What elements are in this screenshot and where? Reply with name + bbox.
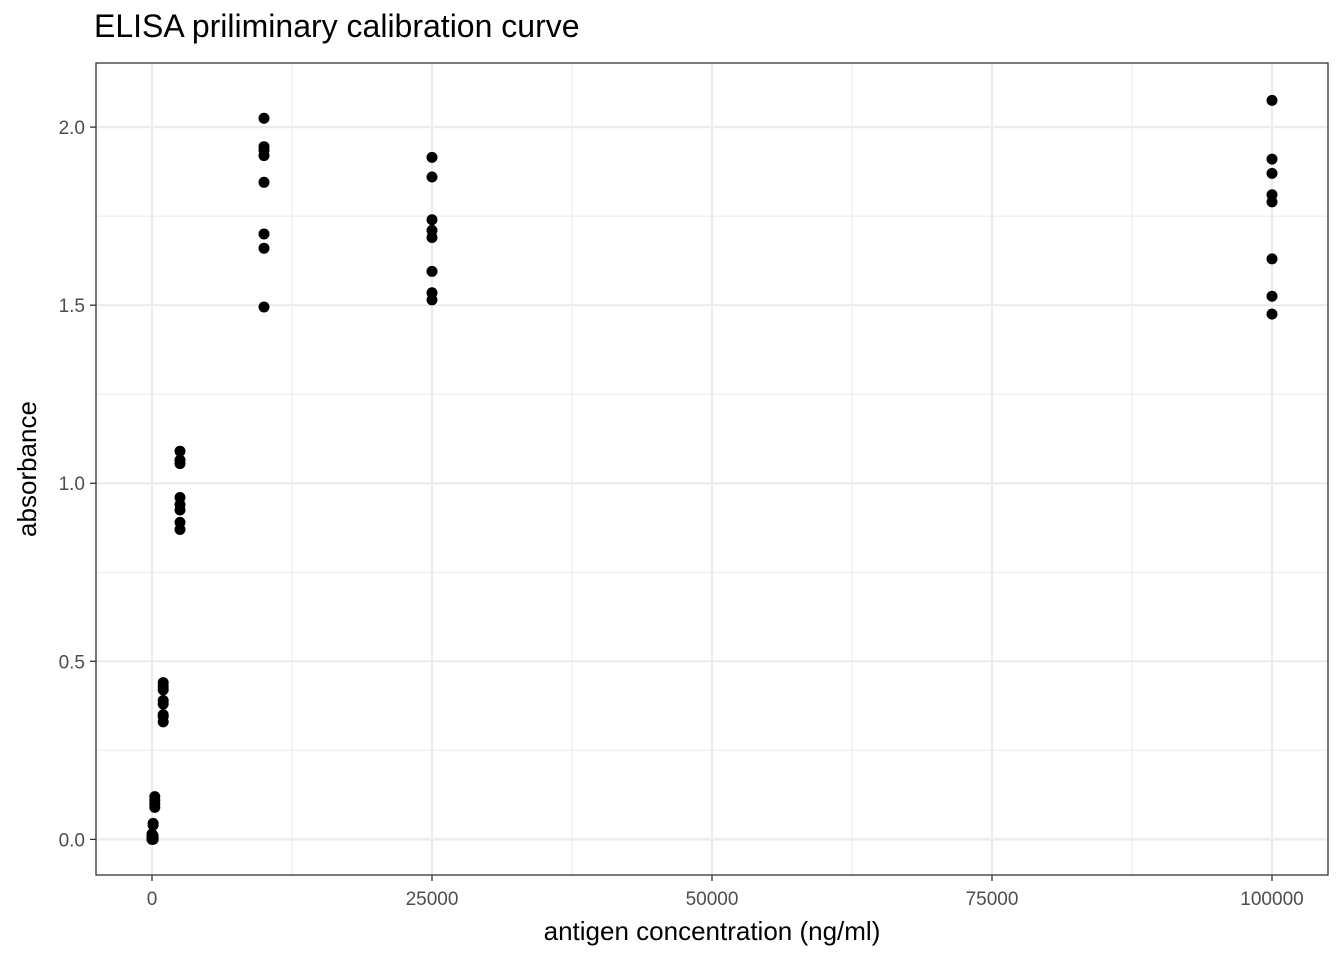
chart-title: ELISA priliminary calibration curve	[94, 8, 580, 44]
data-point	[174, 454, 186, 466]
data-point	[258, 228, 270, 240]
data-point	[1266, 167, 1278, 179]
data-point	[147, 817, 159, 829]
data-point	[1266, 308, 1278, 320]
data-point	[426, 151, 438, 163]
data-point	[258, 176, 270, 188]
x-axis-title: antigen concentration (ng/ml)	[544, 916, 881, 946]
data-point	[157, 677, 169, 689]
y-tick-label: 1.5	[59, 296, 85, 317]
y-tick-label: 0.0	[59, 830, 85, 851]
y-tick-label: 1.0	[59, 474, 85, 495]
data-point	[426, 265, 438, 277]
x-tick-label: 0	[147, 889, 158, 910]
data-point	[174, 445, 186, 457]
data-point	[1266, 253, 1278, 265]
data-point	[174, 491, 186, 503]
x-tick-label: 50000	[686, 889, 739, 910]
y-axis-title: absorbance	[12, 401, 42, 537]
data-point	[157, 694, 169, 706]
y-tick-label: 2.0	[59, 118, 85, 139]
data-point	[1266, 153, 1278, 165]
y-axis-ticks: 0.0 0.5 1.0 1.5 2.0	[59, 118, 96, 851]
data-point	[426, 224, 438, 236]
data-points	[146, 94, 1278, 845]
x-tick-label: 25000	[406, 889, 459, 910]
data-point	[147, 830, 159, 842]
data-point	[426, 287, 438, 299]
data-point	[258, 141, 270, 153]
x-axis-ticks: 0 25000 50000 75000 100000	[147, 875, 1304, 910]
data-point	[426, 171, 438, 183]
data-point	[258, 112, 270, 124]
x-tick-label: 75000	[966, 889, 1019, 910]
data-point	[258, 242, 270, 254]
data-point	[1266, 290, 1278, 302]
y-tick-label: 0.5	[59, 652, 85, 673]
major-gridlines	[96, 63, 1328, 875]
data-point	[426, 214, 438, 226]
data-point	[149, 791, 161, 803]
data-point	[1266, 94, 1278, 106]
data-point	[174, 516, 186, 528]
x-tick-label: 100000	[1240, 889, 1303, 910]
data-point	[258, 301, 270, 313]
data-point	[1266, 189, 1278, 201]
data-point	[157, 709, 169, 721]
